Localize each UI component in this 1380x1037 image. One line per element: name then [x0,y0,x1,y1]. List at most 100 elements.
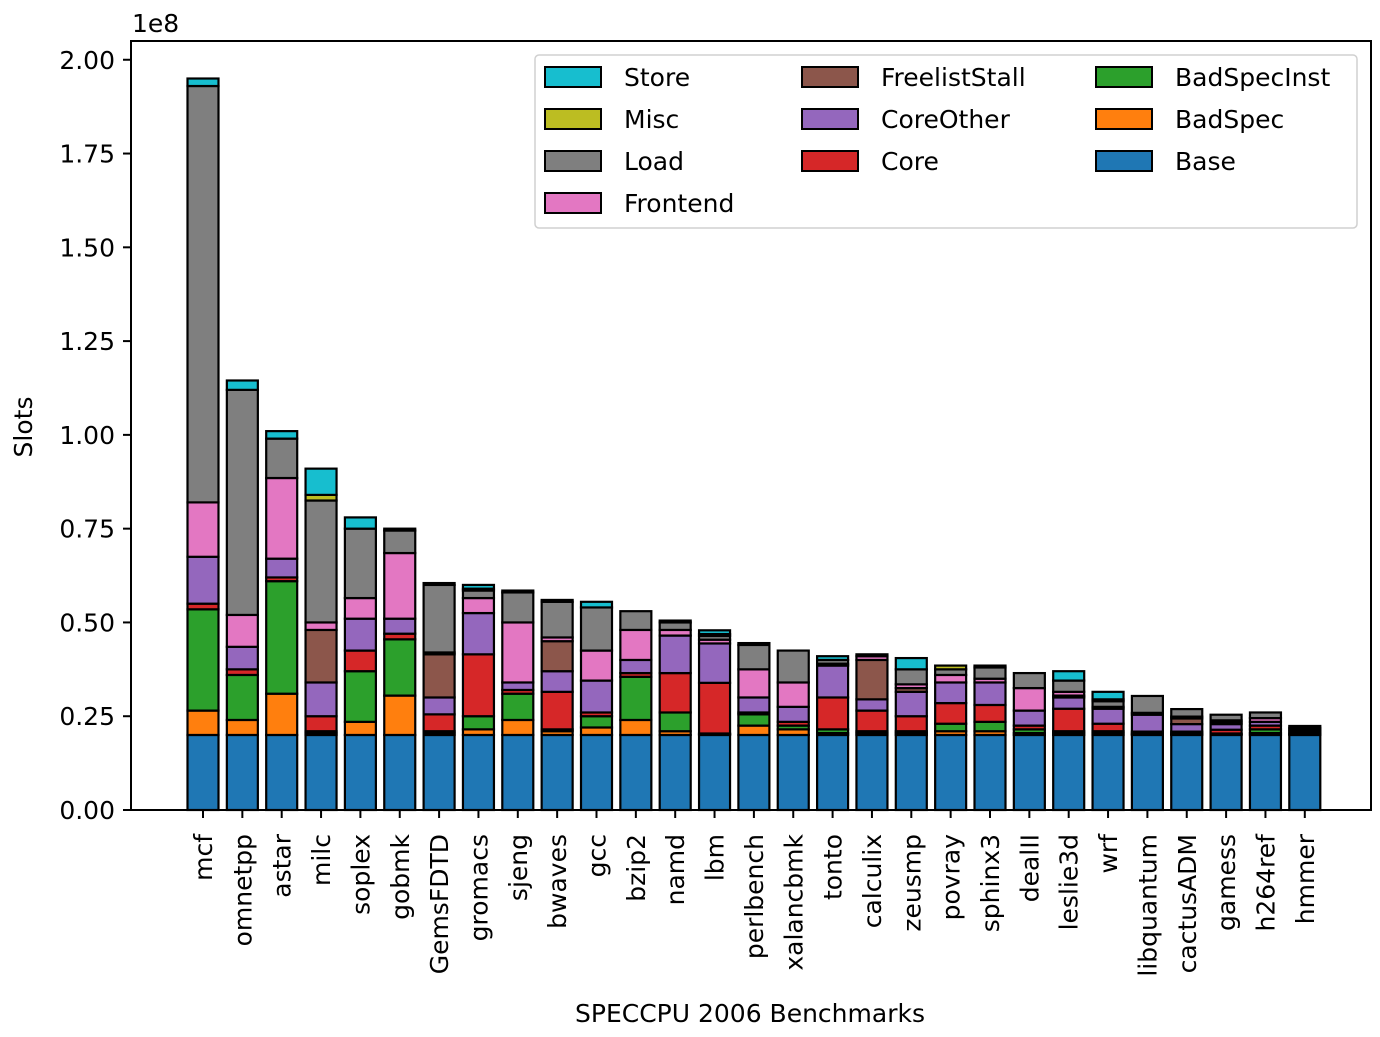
bar-dealii-coreother [1012,709,1046,727]
x-tick-label-sjeng: sjeng [504,834,533,901]
bar-sphinx3-base [973,733,1007,812]
bar-gemsfdtd-base [422,733,456,812]
bar-bzip2-badspecinst [619,675,653,722]
bar-bwaves-load [540,600,574,639]
bar-milc-core [304,715,338,733]
bar-gobmk-frontend [383,551,417,620]
bar-tonto-base [815,733,850,812]
bar-libquantum-load [1130,694,1165,714]
bar-lbm-store [697,629,732,636]
x-tick-label-mcf: mcf [189,833,218,881]
bar-soplex-badspecinst [343,670,377,723]
bar-bzip2-load [619,610,653,632]
bar-wrf-coreother [1091,707,1125,725]
y-tick-label: 2.00 [59,46,115,75]
bar-milc-store [304,467,338,496]
bar-gobmk-badspecinst [383,638,417,697]
bar-hmmer-load [1288,724,1322,729]
bar-sjeng-badspecinst [501,692,535,722]
bar-hmmer-base [1288,733,1322,812]
bar-mcf-badspec [186,709,220,737]
bar-omnetpp-badspec [225,718,259,737]
legend-label-misc: Misc [624,105,679,134]
x-tick-label-bzip2: bzip2 [622,834,651,902]
bar-namd-store [658,619,692,624]
x-tick-label-perlbench: perlbench [740,834,769,959]
bar-gobmk-coreother [383,617,417,635]
bar-gromacs-badspecinst [461,715,496,731]
x-tick-label-bwaves: bwaves [543,834,572,929]
bar-lbm-base [697,733,732,812]
bar-sphinx3-coreother [973,681,1007,707]
bar-h264ref-load [1248,711,1283,720]
bar-perlbench-store [737,641,771,647]
bar-gcc-badspecinst [579,715,614,729]
bar-leslie3d-coreother [1052,696,1086,710]
bar-namd-badspecinst [658,711,692,733]
bar-bwaves-coreother [540,670,574,693]
x-tick-label-gamess: gamess [1212,834,1241,931]
x-tick-label-tonto: tonto [819,834,848,900]
bar-povray-coreother [934,681,968,705]
bar-gamess-base [1209,733,1243,812]
bar-povray-badspecinst [934,722,968,733]
bar-leslie3d-store [1052,670,1086,682]
y-axis: 0.00 0.25 0.50 0.75 1.00 1.25 1.50 1.75 2.00 [59,46,131,825]
bar-bzip2-frontend [619,628,653,662]
bar-calculix-base [855,733,889,812]
x-tick-label-gobmk: gobmk [386,833,415,919]
bar-xalancbmk-load [776,649,810,684]
bar-povray-base [934,733,968,812]
bar-gemsfdtd-freeliststall [422,653,456,699]
bar-gobmk-load [383,529,417,555]
x-axis: mcf omnetpp astar milc soplex gobmk GemsFDTD gr… [189,810,1320,977]
bar-namd-core [658,671,692,714]
bar-milc-freeliststall [304,628,338,684]
bar-leslie3d-load [1052,679,1086,693]
bar-gcc-badspec [579,726,614,737]
bar-omnetpp-base [225,733,259,812]
bar-sjeng-load [501,591,535,624]
y-tick-label: 1.25 [59,327,115,356]
y-axis-label: Slots [9,397,38,458]
y-tick-label: 0.50 [59,608,115,637]
legend: Store Misc Load Frontend FreelistStall CoreOt… [534,54,1358,229]
legend-swatch-load [544,150,602,172]
bar-gromacs-store [461,583,496,590]
x-tick-label-zeusmp: zeusmp [897,834,926,932]
bar-cactusadm-load [1170,707,1204,718]
bar-xalancbmk-base [776,733,810,812]
y-tick-label: 0.00 [59,796,115,825]
bar-bwaves-core [540,690,574,731]
bar-cactusadm-base [1170,733,1204,812]
bar-zeusmp-load [894,668,928,686]
bar-sjeng-coreother [501,681,535,692]
bar-sjeng-badspec [501,718,535,737]
bar-omnetpp-load [225,388,259,617]
bar-sphinx3-core [973,703,1007,723]
legend-frame [534,54,1358,229]
bar-calculix-coreother [855,698,889,712]
bar-gemsfdtd-store [422,581,456,587]
bar-zeusmp-coreother [894,690,928,718]
y-multiplier-label: 1e8 [132,9,179,38]
bar-omnetpp-frontend [225,613,259,648]
bar-bzip2-badspec [619,718,653,737]
bar-lbm-core [697,681,732,735]
bar-astar-load [265,437,299,480]
legend-label-base: Base [1175,147,1236,176]
bar-tonto-core [815,696,850,731]
bar-namd-load [658,621,692,632]
bar-astar-coreother [265,557,299,579]
bar-dealii-frontend [1012,686,1046,712]
bar-namd-base [658,733,692,812]
bar-cactusadm-coreother [1170,722,1204,733]
bar-zeusmp-core [894,715,928,733]
legend-label-freeliststall: FreelistStall [881,63,1026,92]
bar-libquantum-base [1130,733,1165,812]
x-tick-label-xalancbmk: xalancbmk [779,833,808,970]
bar-povray-frontend [934,673,968,684]
bar-namd-coreother [658,634,692,675]
legend-swatch-badspecinst [1095,66,1153,88]
